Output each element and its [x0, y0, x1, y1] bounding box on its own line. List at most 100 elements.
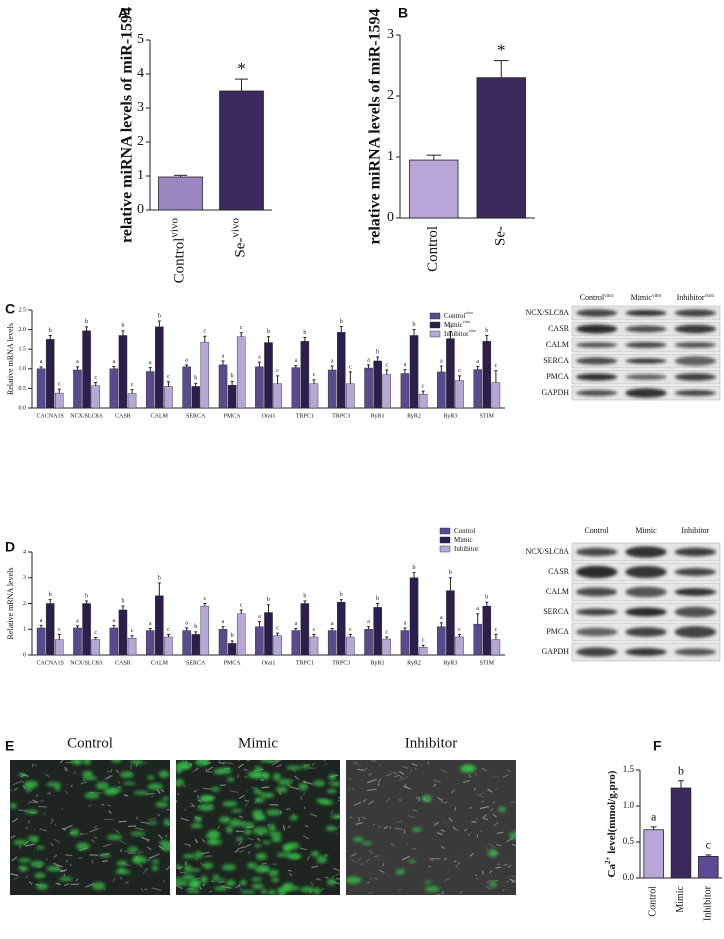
- blot-band: [575, 342, 618, 348]
- cell-outline: [454, 827, 459, 832]
- fluorescent-cell: [421, 795, 432, 802]
- fluorescent-cell: [326, 788, 337, 794]
- blot-band: [674, 373, 717, 381]
- cell-outline: [28, 880, 33, 886]
- cell-outline: [101, 803, 105, 806]
- group-letter: b: [376, 596, 379, 602]
- bar: [218, 364, 228, 409]
- cell-outline: [311, 865, 319, 869]
- cell-outline: [289, 873, 293, 877]
- fluorescent-cell: [76, 842, 90, 851]
- fluorescent-cell: [17, 858, 32, 863]
- cell-outline: [123, 794, 129, 797]
- cell-outline: [22, 780, 25, 783]
- legend-label: Inhibitorvitro: [444, 328, 476, 337]
- lane-name: Mimic: [631, 293, 653, 302]
- x-tick-label: Controlvivo: [168, 218, 188, 284]
- fluorescent-cell: [127, 846, 139, 853]
- cell-outline: [399, 775, 403, 779]
- cell-outline: [390, 842, 396, 847]
- group-letter: a: [440, 615, 443, 621]
- legend-label: Inhibitor: [454, 545, 479, 553]
- cell-outline: [319, 887, 325, 892]
- bar: [382, 638, 391, 656]
- cell-outline: [102, 843, 112, 848]
- blot-band: [575, 309, 618, 317]
- cell-outline: [415, 796, 420, 799]
- group-letter: a: [76, 359, 79, 365]
- group-letter: b: [49, 592, 52, 598]
- group-letter: a: [294, 621, 297, 627]
- bar: [155, 326, 164, 409]
- fluorescent-cell: [155, 801, 169, 808]
- cell-outline: [481, 767, 488, 772]
- fluorescent-cell: [176, 778, 185, 787]
- fluorescent-cell: [182, 874, 196, 881]
- blot-band: [625, 374, 667, 380]
- cell-outline: [397, 798, 402, 801]
- bar: [109, 368, 119, 409]
- micrograph-label: Inhibitor: [405, 735, 458, 751]
- cell-outline: [267, 824, 270, 827]
- cell-outline: [146, 846, 152, 851]
- cell-outline: [238, 794, 246, 799]
- protein-label: NCX/SLC8A: [525, 308, 569, 317]
- x-tick-label: RyR3: [444, 660, 458, 666]
- cell-outline: [112, 877, 116, 883]
- fluorescent-cell: [301, 764, 311, 769]
- cell-outline: [244, 776, 248, 778]
- y-tick-label: 0: [23, 652, 26, 658]
- micrograph-label: Mimic: [238, 735, 278, 751]
- fluorescent-cell: [498, 806, 506, 813]
- cell-outline: [244, 802, 248, 808]
- legend-name: Control: [454, 527, 475, 535]
- bar: [409, 577, 419, 656]
- y-tick-label: 3: [137, 100, 144, 115]
- cell-outline: [511, 843, 516, 847]
- bar: [200, 605, 210, 656]
- lane-superscript: vitro: [652, 294, 662, 299]
- fluorescent-cell: [202, 862, 214, 869]
- group-letter: c: [131, 382, 134, 388]
- group-letter: a: [40, 359, 43, 365]
- fluorescent-cell: [71, 760, 83, 766]
- fluorescent-cell: [271, 834, 282, 843]
- cell-outline: [475, 817, 478, 820]
- y-tick-label: 1: [23, 627, 26, 633]
- cell-outline: [411, 847, 417, 850]
- bar: [73, 627, 82, 656]
- x-tick-label: PMCA: [224, 660, 242, 666]
- fluorescent-cell: [268, 889, 277, 895]
- x-tick-label: CACNA1S: [37, 413, 64, 419]
- cell-outline: [63, 769, 67, 772]
- group-letter: b: [449, 570, 452, 576]
- cell-outline: [229, 790, 239, 794]
- fluorescent-cell: [411, 827, 423, 832]
- cell-outline: [337, 799, 340, 802]
- cell-outline: [25, 875, 28, 879]
- y-tick-label: 5: [137, 32, 144, 47]
- cell-outline: [303, 781, 314, 785]
- cell-outline: [440, 769, 448, 774]
- fluorescent-cell: [246, 862, 258, 869]
- bar: [255, 626, 264, 656]
- group-letter: b: [194, 376, 197, 382]
- group-letter: a: [294, 358, 297, 364]
- x-tick-label: NCX/SLC8A: [70, 413, 103, 419]
- cell-outline: [353, 763, 362, 767]
- bar: [55, 392, 64, 409]
- y-tick-label: 4: [23, 549, 26, 555]
- fluorescent-cell: [106, 787, 122, 793]
- western-blot: Control Mimic Inhibitor NCX/SLC8A CASR CALM SE…: [525, 526, 721, 662]
- fluorescent-cell: [130, 831, 146, 836]
- fluorescent-cell: [329, 781, 340, 787]
- x-tick-label-text: Se-: [233, 238, 249, 258]
- cell-outline: [158, 834, 163, 839]
- legend-label: Mimic: [454, 536, 473, 544]
- cell-outline: [80, 781, 87, 785]
- fluorescent-cell: [24, 780, 39, 789]
- fluorescent-cell: [116, 860, 128, 867]
- y-tick-label: 0.0: [19, 405, 27, 411]
- blot-band: [674, 324, 717, 334]
